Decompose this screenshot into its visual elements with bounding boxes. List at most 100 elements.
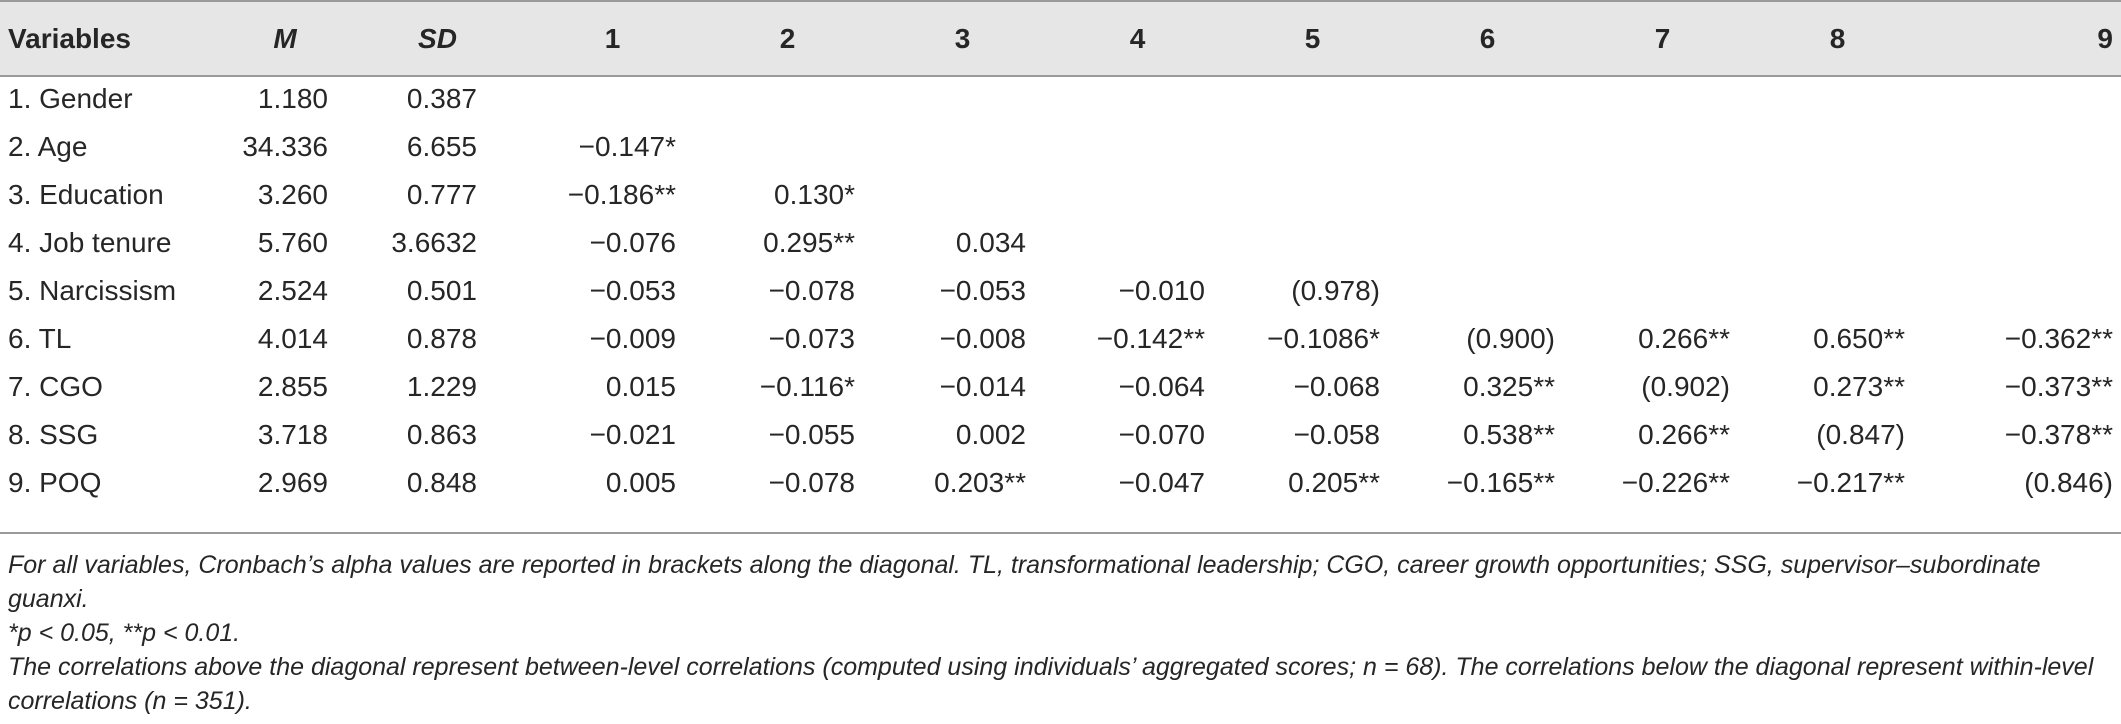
correlation-cell: 0.650** bbox=[1813, 323, 1905, 354]
correlation-cell: −0.078 bbox=[768, 467, 855, 498]
correlation-cell: −0.068 bbox=[1293, 371, 1380, 402]
mean-cell: 2.969 bbox=[257, 467, 328, 498]
note-correlation-levels: The correlations above the diagonal repr… bbox=[8, 653, 2094, 715]
correlation-cell: 0.325** bbox=[1463, 371, 1555, 402]
correlation-cell: −0.070 bbox=[1118, 419, 1205, 450]
header-col-7: 7 bbox=[1654, 22, 1671, 54]
mean-cell: 3.260 bbox=[257, 179, 328, 210]
correlation-cell bbox=[525, 75, 700, 123]
correlation-cell bbox=[700, 75, 875, 123]
correlation-cell: (0.900) bbox=[1466, 323, 1555, 354]
correlation-cell: 0.034 bbox=[955, 227, 1026, 258]
table-row: 8. SSG 3.718 0.863 −0.021 −0.055 0.002 −0.070 −… bbox=[0, 411, 2121, 459]
correlation-cell bbox=[1225, 75, 1400, 123]
correlation-table: Variables M SD 1 2 3 4 5 6 7 8 9 1. Gend… bbox=[0, 2, 2121, 507]
sd-cell: 1.229 bbox=[406, 371, 477, 402]
header-col-3: 3 bbox=[954, 22, 971, 54]
correlation-cell: −0.053 bbox=[939, 275, 1026, 306]
correlation-cell bbox=[1575, 219, 1750, 267]
table-notes: For all variables, Cronbach’s alpha valu… bbox=[8, 548, 2108, 718]
correlation-cell bbox=[1750, 75, 1925, 123]
correlation-cell: −0.008 bbox=[939, 323, 1026, 354]
sd-cell: 0.848 bbox=[406, 467, 477, 498]
correlation-cell: −0.021 bbox=[589, 419, 676, 450]
table-row: 3. Education 3.260 0.777 −0.186** 0.130* bbox=[0, 171, 2121, 219]
header-col-4: 4 bbox=[1129, 22, 1146, 54]
correlation-cell bbox=[1575, 123, 1750, 171]
correlation-cell: 0.266** bbox=[1638, 419, 1730, 450]
mean-cell: 5.760 bbox=[257, 227, 328, 258]
correlation-cell: 0.005 bbox=[605, 467, 676, 498]
correlation-cell bbox=[1050, 171, 1225, 219]
table-row: 4. Job tenure 5.760 3.6632 −0.076 0.295** 0.0… bbox=[0, 219, 2121, 267]
correlation-cell: −0.014 bbox=[939, 371, 1026, 402]
correlation-cell bbox=[1400, 219, 1575, 267]
correlation-cell: 0.203** bbox=[934, 467, 1026, 498]
sd-cell: 0.863 bbox=[406, 419, 477, 450]
correlation-cell bbox=[1575, 267, 1750, 315]
correlation-cell: 0.266** bbox=[1638, 323, 1730, 354]
mean-cell: 4.014 bbox=[257, 323, 328, 354]
correlation-cell bbox=[1400, 171, 1575, 219]
correlation-cell bbox=[1400, 123, 1575, 171]
mean-cell: 2.524 bbox=[257, 275, 328, 306]
header-col-5: 5 bbox=[1304, 22, 1321, 54]
correlation-cell: −0.378** bbox=[2004, 419, 2113, 450]
mean-cell: 2.855 bbox=[257, 371, 328, 402]
header-col-1: 1 bbox=[604, 22, 621, 54]
correlation-cell bbox=[1400, 267, 1575, 315]
correlation-cell bbox=[1050, 123, 1225, 171]
bottom-rule bbox=[0, 532, 2121, 534]
correlation-cell: 0.295** bbox=[763, 227, 855, 258]
sd-cell: 0.387 bbox=[406, 83, 477, 114]
table-row: 1. Gender 1.180 0.387 bbox=[0, 75, 2121, 123]
correlation-cell bbox=[1050, 75, 1225, 123]
correlation-cell: 0.538** bbox=[1463, 419, 1555, 450]
correlation-cell bbox=[1925, 219, 2121, 267]
correlation-cell: −0.147* bbox=[578, 131, 676, 162]
sd-cell: 3.6632 bbox=[391, 227, 477, 258]
correlation-cell: −0.078 bbox=[768, 275, 855, 306]
table-row: 5. Narcissism 2.524 0.501 −0.053 −0.078 −0.05… bbox=[0, 267, 2121, 315]
correlation-cell: (0.846) bbox=[2024, 467, 2113, 498]
correlation-cell bbox=[1750, 267, 1925, 315]
correlation-cell bbox=[700, 123, 875, 171]
sd-cell: 6.655 bbox=[406, 131, 477, 162]
correlation-cell bbox=[1925, 123, 2121, 171]
variable-name-cell: 9. POQ bbox=[8, 467, 102, 498]
variable-name-cell: 3. Education bbox=[8, 179, 164, 210]
variable-name-cell: 2. Age bbox=[8, 131, 88, 162]
correlation-cell bbox=[1225, 219, 1400, 267]
correlation-cell: −0.009 bbox=[589, 323, 676, 354]
correlation-cell: 0.002 bbox=[955, 419, 1026, 450]
correlation-cell bbox=[1750, 219, 1925, 267]
correlation-cell: (0.978) bbox=[1291, 275, 1380, 306]
variable-name-cell: 8. SSG bbox=[8, 419, 99, 450]
table-row: 9. POQ 2.969 0.848 0.005 −0.078 0.203** −0.047… bbox=[0, 459, 2121, 507]
mean-cell: 3.718 bbox=[257, 419, 328, 450]
correlation-cell: (0.902) bbox=[1641, 371, 1730, 402]
correlation-cell bbox=[1575, 75, 1750, 123]
correlation-cell: −0.055 bbox=[768, 419, 855, 450]
variable-name-cell: 1. Gender bbox=[8, 83, 133, 114]
table-row: 7. CGO 2.855 1.229 0.015 −0.116* −0.014 −0.064… bbox=[0, 363, 2121, 411]
correlation-cell: −0.047 bbox=[1118, 467, 1205, 498]
correlation-cell bbox=[1925, 267, 2121, 315]
correlation-cell: −0.076 bbox=[589, 227, 676, 258]
correlation-cell bbox=[1925, 75, 2121, 123]
correlation-cell: −0.073 bbox=[768, 323, 855, 354]
correlation-cell bbox=[1750, 123, 1925, 171]
mean-cell: 1.180 bbox=[257, 83, 328, 114]
sd-cell: 0.878 bbox=[406, 323, 477, 354]
sd-cell: 0.777 bbox=[406, 179, 477, 210]
correlation-cell bbox=[1225, 171, 1400, 219]
correlation-cell: −0.226** bbox=[1621, 467, 1730, 498]
correlation-cell: 0.015 bbox=[605, 371, 676, 402]
note-abbreviations: For all variables, Cronbach’s alpha valu… bbox=[8, 551, 2041, 613]
sd-cell: 0.501 bbox=[406, 275, 477, 306]
correlation-cell: −0.1086* bbox=[1267, 323, 1380, 354]
correlation-cell: −0.165** bbox=[1446, 467, 1555, 498]
header-mean: M bbox=[273, 22, 297, 54]
header-col-2: 2 bbox=[779, 22, 796, 54]
variable-name-cell: 6. TL bbox=[8, 323, 72, 354]
